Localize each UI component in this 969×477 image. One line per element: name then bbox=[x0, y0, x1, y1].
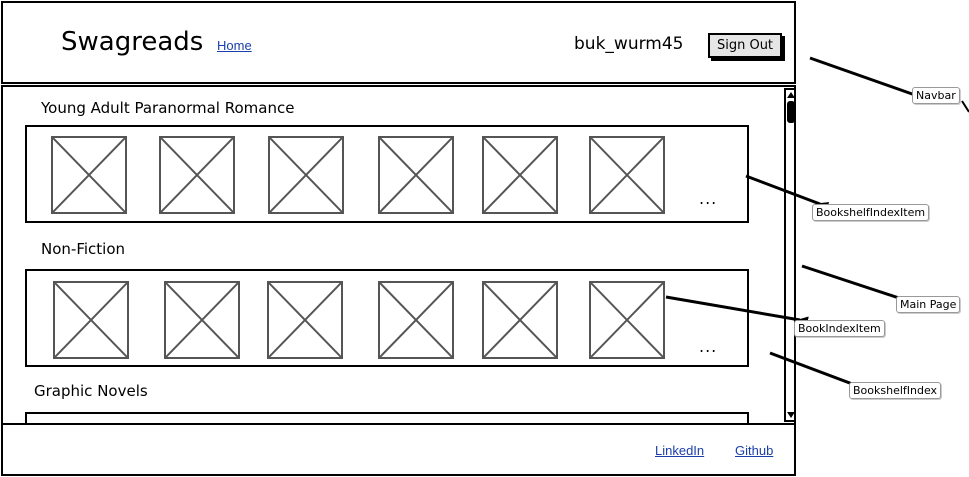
image-placeholder-icon bbox=[270, 138, 342, 212]
book-index-item[interactable] bbox=[378, 136, 454, 214]
home-link[interactable]: Home bbox=[217, 38, 252, 53]
image-placeholder-icon bbox=[591, 283, 663, 357]
shelf-title: Young Adult Paranormal Romance bbox=[41, 99, 295, 117]
image-placeholder-icon bbox=[53, 138, 125, 212]
brand-logo-text: Swagreads bbox=[61, 27, 204, 57]
shelf-title: Graphic Novels bbox=[34, 382, 148, 400]
image-placeholder-icon bbox=[380, 138, 452, 212]
book-index-item[interactable] bbox=[589, 281, 665, 359]
bookshelf-index-item: ... bbox=[25, 269, 749, 367]
image-placeholder-icon bbox=[484, 138, 556, 212]
footer: LinkedIn Github bbox=[1, 423, 796, 476]
arrow-stub bbox=[961, 100, 969, 113]
image-placeholder-icon bbox=[591, 138, 663, 212]
annotation-bookshelf-index: BookshelfIndex bbox=[849, 382, 942, 399]
shelf-title: Non-Fiction bbox=[41, 240, 126, 258]
github-link[interactable]: Github bbox=[735, 443, 774, 458]
bookshelf-index-item bbox=[25, 412, 749, 423]
book-index-item[interactable] bbox=[482, 281, 558, 359]
navbar: Swagreads Home buk_wurm45 Sign Out bbox=[1, 1, 796, 84]
book-index-item[interactable] bbox=[164, 281, 240, 359]
linkedin-link[interactable]: LinkedIn bbox=[655, 443, 705, 458]
arrow-main-page bbox=[801, 264, 915, 308]
book-index-item[interactable] bbox=[482, 136, 558, 214]
bookshelf-index-item: ... bbox=[25, 125, 749, 223]
main-page: Young Adult Paranormal Romance ... Non-F… bbox=[1, 85, 796, 425]
annotation-navbar: Navbar bbox=[912, 87, 960, 104]
book-index-item[interactable] bbox=[378, 281, 454, 359]
book-index-item[interactable] bbox=[268, 136, 344, 214]
book-index-item[interactable] bbox=[51, 136, 127, 214]
more-books-ellipsis[interactable]: ... bbox=[699, 337, 718, 356]
sign-out-button[interactable]: Sign Out bbox=[708, 33, 782, 58]
username-label: buk_wurm45 bbox=[574, 34, 684, 54]
image-placeholder-icon bbox=[161, 138, 233, 212]
main-scrollbar[interactable] bbox=[784, 88, 796, 422]
book-index-item[interactable] bbox=[267, 281, 343, 359]
book-index-item[interactable] bbox=[589, 136, 665, 214]
scroll-up-arrow-icon[interactable] bbox=[786, 90, 796, 100]
image-placeholder-icon bbox=[166, 283, 238, 357]
scroll-down-arrow-icon[interactable] bbox=[786, 410, 796, 420]
arrow-navbar bbox=[809, 56, 925, 103]
image-placeholder-icon bbox=[484, 283, 556, 357]
book-index-item[interactable] bbox=[53, 281, 129, 359]
book-index-item[interactable] bbox=[159, 136, 235, 214]
more-books-ellipsis[interactable]: ... bbox=[699, 189, 718, 208]
annotation-book-index-item: BookIndexItem bbox=[794, 320, 885, 337]
image-placeholder-icon bbox=[380, 283, 452, 357]
image-placeholder-icon bbox=[55, 283, 127, 357]
annotation-main-page: Main Page bbox=[896, 296, 961, 313]
scroll-thumb[interactable] bbox=[787, 101, 794, 123]
annotation-bookshelf-index-item: BookshelfIndexItem bbox=[812, 204, 930, 221]
image-placeholder-icon bbox=[269, 283, 341, 357]
